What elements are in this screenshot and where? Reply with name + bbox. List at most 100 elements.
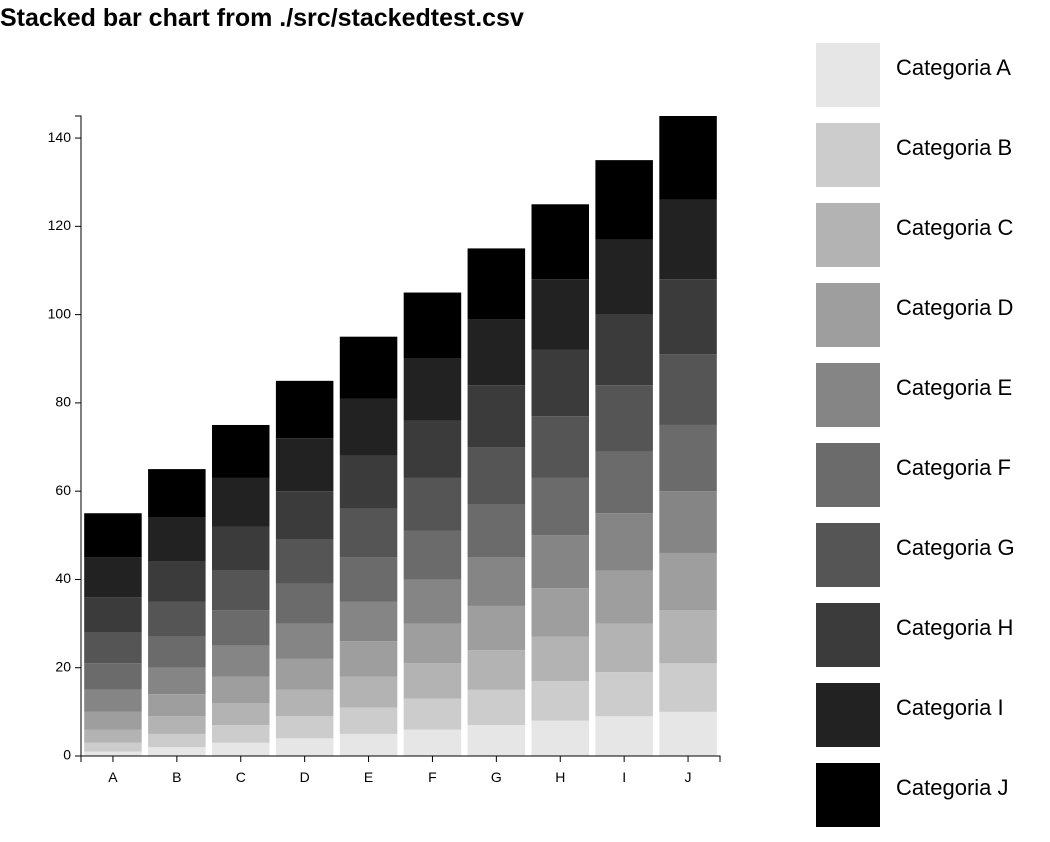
bar-segment-B-6 bbox=[148, 636, 206, 668]
bar-segment-F-7 bbox=[403, 477, 462, 531]
bar-segment-J-7 bbox=[659, 354, 717, 425]
bar-segment-C-5 bbox=[212, 645, 270, 677]
bar-segment-I-4 bbox=[595, 570, 653, 624]
bar-segment-J-2 bbox=[659, 663, 717, 712]
legend-item: Categoria J bbox=[816, 763, 1046, 827]
legend-label: Categoria D bbox=[896, 295, 1014, 320]
bar-segment-B-8 bbox=[148, 561, 206, 602]
bar-segment-H-3 bbox=[531, 636, 590, 681]
bar-segment-J-6 bbox=[659, 424, 717, 492]
bar-segment-D-8 bbox=[275, 491, 334, 540]
x-tick-label: G bbox=[491, 769, 502, 785]
bar-segment-A-3 bbox=[84, 729, 142, 743]
bar-segment-D-3 bbox=[275, 689, 334, 717]
bar-segment-B-7 bbox=[148, 601, 206, 637]
bar-segment-A-5 bbox=[84, 689, 142, 712]
bar-segment-F-3 bbox=[403, 663, 462, 699]
legend-swatch bbox=[816, 283, 880, 347]
bar-segment-H-2 bbox=[531, 680, 590, 721]
bar-segment-A-4 bbox=[84, 711, 142, 730]
bar-segment-H-4 bbox=[531, 588, 590, 637]
bar-segment-E-6 bbox=[339, 557, 398, 602]
bar-segment-E-5 bbox=[339, 601, 398, 642]
legend-swatch bbox=[816, 43, 880, 107]
legend-item: Categoria A bbox=[816, 43, 1046, 107]
bar-segment-H-7 bbox=[531, 416, 590, 478]
legend-item: Categoria C bbox=[816, 203, 1046, 267]
bar-segment-D-6 bbox=[275, 583, 334, 624]
bar-segment-G-5 bbox=[467, 557, 526, 606]
legend-label: Categoria H bbox=[896, 615, 1014, 640]
bar-segment-A-6 bbox=[84, 663, 142, 690]
legend-item: Categoria D bbox=[816, 283, 1046, 347]
bar-segment-G-3 bbox=[467, 650, 526, 690]
bar-segment-A-2 bbox=[84, 742, 142, 752]
bar-segment-E-4 bbox=[339, 641, 398, 677]
bar-segment-F-2 bbox=[403, 698, 462, 730]
bar-segment-H-10 bbox=[531, 204, 590, 280]
x-axis-line bbox=[80, 755, 721, 762]
y-tick-label: 140 bbox=[48, 129, 72, 145]
bar-segment-C-7 bbox=[212, 570, 270, 611]
legend-label: Categoria J bbox=[896, 775, 1009, 800]
bar-segment-G-6 bbox=[467, 504, 526, 558]
bar-segment-C-6 bbox=[212, 610, 270, 646]
bar-segment-G-7 bbox=[467, 447, 526, 505]
bar-segment-F-1 bbox=[403, 729, 462, 756]
bar-segment-A-8 bbox=[84, 597, 142, 633]
legend-swatch bbox=[816, 603, 880, 667]
bar-segment-E-7 bbox=[339, 508, 398, 558]
x-tick-label: C bbox=[236, 769, 246, 785]
bar-segment-F-5 bbox=[403, 579, 462, 624]
x-tick-label: E bbox=[364, 769, 373, 785]
bar-segment-C-10 bbox=[212, 424, 270, 478]
bar-segment-G-4 bbox=[467, 605, 526, 651]
bar-segment-H-8 bbox=[531, 349, 590, 417]
legend-item: Categoria E bbox=[816, 363, 1046, 427]
bar-segment-I-5 bbox=[595, 513, 653, 571]
x-tick-label: D bbox=[300, 769, 310, 785]
bar-segment-E-10 bbox=[339, 336, 398, 399]
bar-segment-I-7 bbox=[595, 385, 653, 452]
bar-segment-E-1 bbox=[339, 733, 398, 756]
bar-segment-C-4 bbox=[212, 676, 270, 704]
y-tick-label: 20 bbox=[55, 658, 71, 674]
bar-segment-I-10 bbox=[595, 160, 653, 240]
bar-segment-E-3 bbox=[339, 676, 398, 708]
bar-segment-I-8 bbox=[595, 314, 653, 386]
x-tick-label: J bbox=[685, 769, 692, 785]
bar-segment-H-1 bbox=[531, 720, 590, 756]
bar-segment-J-9 bbox=[659, 199, 717, 280]
bar-segment-D-5 bbox=[275, 623, 334, 659]
bar-segment-F-6 bbox=[403, 530, 462, 580]
bar-segment-E-9 bbox=[339, 398, 398, 456]
y-tick-label: 80 bbox=[55, 394, 71, 410]
bar-segment-D-10 bbox=[275, 380, 334, 439]
bar-segment-F-10 bbox=[403, 292, 462, 359]
bar-segment-B-9 bbox=[148, 517, 206, 562]
legend-swatch bbox=[816, 443, 880, 507]
bar-segment-J-8 bbox=[659, 279, 717, 355]
legend-label: Categoria A bbox=[896, 55, 1011, 80]
bar-segment-H-6 bbox=[531, 477, 590, 536]
bar-segment-G-8 bbox=[467, 385, 526, 448]
legend-label: Categoria F bbox=[896, 455, 1011, 480]
bar-segment-H-5 bbox=[531, 535, 590, 589]
y-axis-line bbox=[75, 115, 82, 757]
legend-item: Categoria G bbox=[816, 523, 1046, 587]
bar-segment-A-7 bbox=[84, 632, 142, 664]
bar-segment-E-8 bbox=[339, 455, 398, 509]
legend-swatch bbox=[816, 683, 880, 747]
bar-segment-C-8 bbox=[212, 526, 270, 571]
bar-segment-B-2 bbox=[148, 733, 206, 748]
bar-segment-C-2 bbox=[212, 725, 270, 743]
stacked-bar-chart: 0 20 40 60 80 100 120 140 A B C D E F G H I J bbox=[48, 115, 721, 785]
bar-segment-J-3 bbox=[659, 610, 717, 664]
y-tick-label: 60 bbox=[55, 482, 71, 498]
bar-segment-I-6 bbox=[595, 451, 653, 514]
bar-segment-F-8 bbox=[403, 420, 462, 478]
bar-segment-D-7 bbox=[275, 539, 334, 584]
legend-label: Categoria G bbox=[896, 535, 1015, 560]
bar-segment-F-4 bbox=[403, 623, 462, 664]
y-tick-label: 40 bbox=[55, 570, 71, 586]
